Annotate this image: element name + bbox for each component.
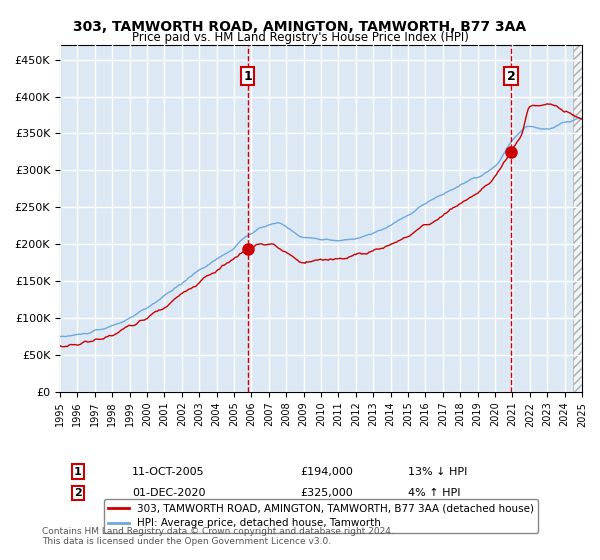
- Legend: 303, TAMWORTH ROAD, AMINGTON, TAMWORTH, B77 3AA (detached house), HPI: Average p: 303, TAMWORTH ROAD, AMINGTON, TAMWORTH, …: [104, 499, 538, 533]
- Text: 303, TAMWORTH ROAD, AMINGTON, TAMWORTH, B77 3AA: 303, TAMWORTH ROAD, AMINGTON, TAMWORTH, …: [73, 20, 527, 34]
- Text: Price paid vs. HM Land Registry's House Price Index (HPI): Price paid vs. HM Land Registry's House …: [131, 31, 469, 44]
- Text: 4% ↑ HPI: 4% ↑ HPI: [408, 488, 461, 498]
- Text: 11-OCT-2005: 11-OCT-2005: [132, 466, 205, 477]
- Text: Contains HM Land Registry data © Crown copyright and database right 2024.
This d: Contains HM Land Registry data © Crown c…: [42, 526, 394, 546]
- Text: 13% ↓ HPI: 13% ↓ HPI: [408, 466, 467, 477]
- Text: 2: 2: [506, 69, 515, 82]
- Text: 2: 2: [74, 488, 82, 498]
- Text: £194,000: £194,000: [300, 466, 353, 477]
- Text: £325,000: £325,000: [300, 488, 353, 498]
- Text: 1: 1: [243, 69, 252, 82]
- Text: 01-DEC-2020: 01-DEC-2020: [132, 488, 205, 498]
- Text: 1: 1: [74, 466, 82, 477]
